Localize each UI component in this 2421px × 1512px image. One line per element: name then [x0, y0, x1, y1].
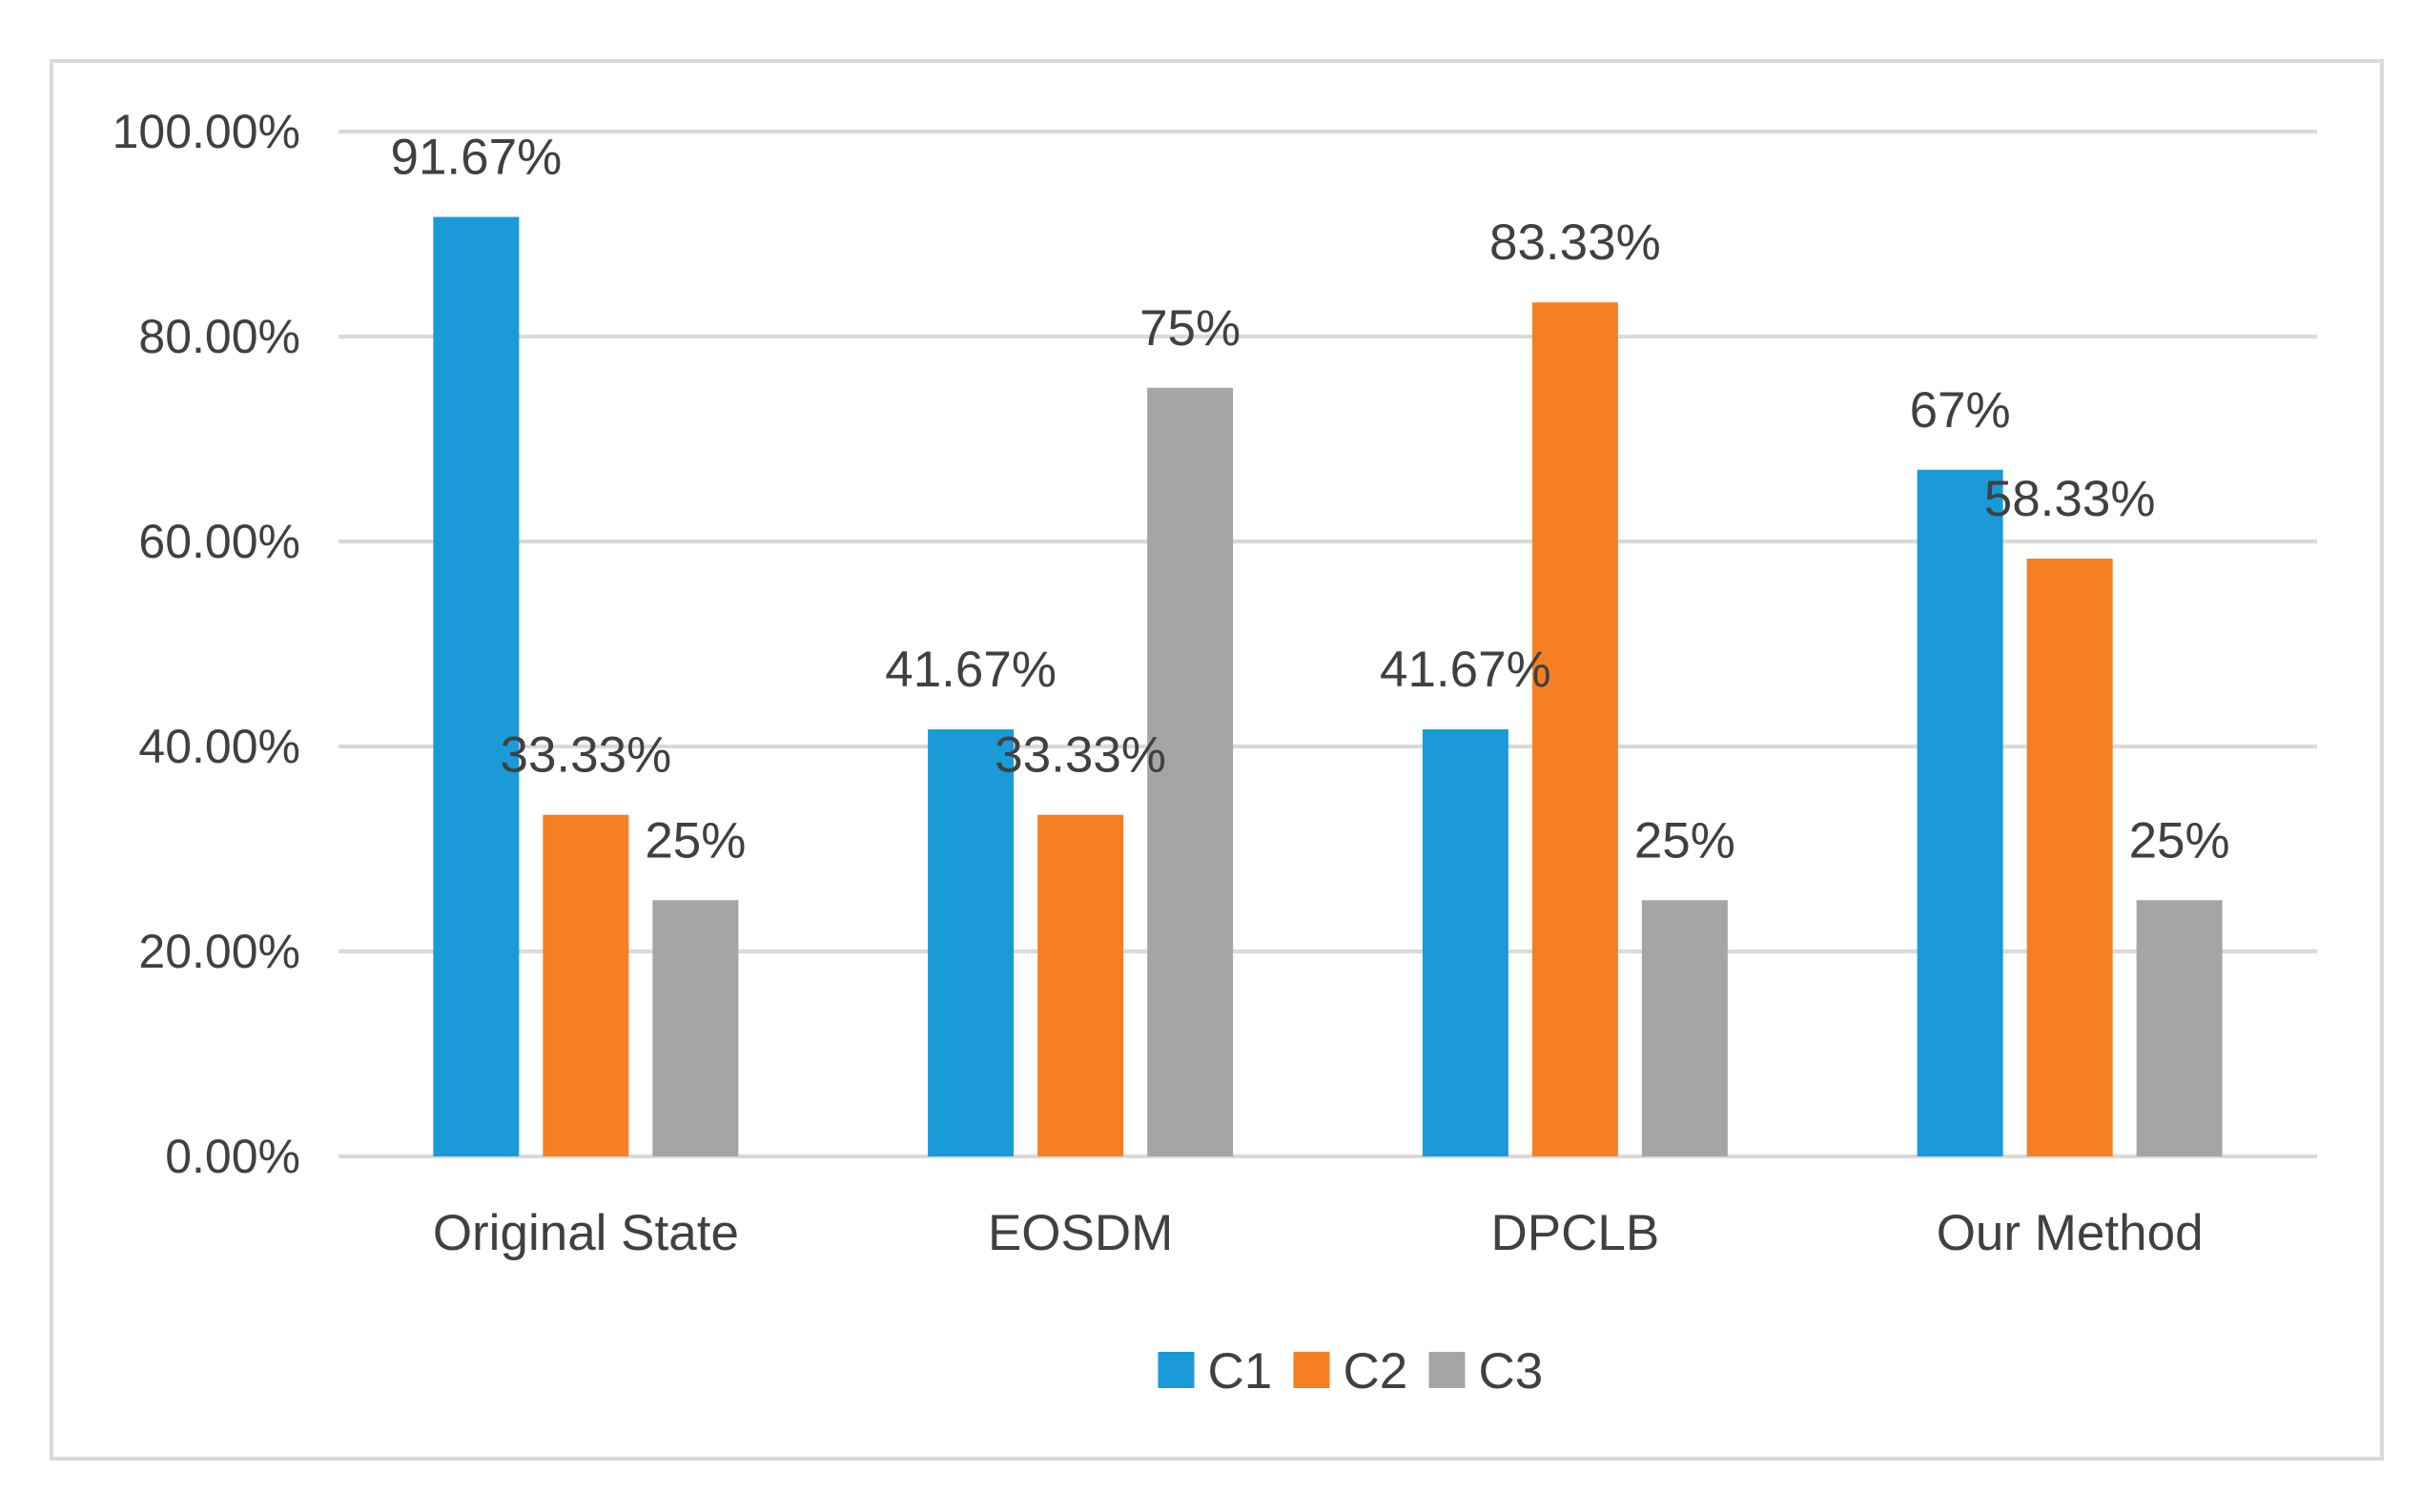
legend-label: C1 — [1208, 1343, 1273, 1400]
data-label: 41.67% — [885, 642, 1057, 698]
data-label: 83.33% — [1489, 215, 1661, 271]
y-tick-label: 0.00% — [165, 1130, 300, 1183]
bar-c2 — [1037, 814, 1124, 1156]
bar-c3 — [2136, 900, 2223, 1156]
legend-swatch-c1 — [1158, 1352, 1195, 1388]
data-label: 58.33% — [1984, 471, 2156, 527]
y-tick-label: 80.00% — [138, 310, 300, 363]
bars — [433, 216, 2223, 1157]
x-category-label: Our Method — [1937, 1205, 2204, 1261]
x-category-label: DPCLB — [1491, 1205, 1660, 1261]
data-label: 25% — [1634, 812, 1735, 868]
x-category-label: EOSDM — [988, 1205, 1173, 1261]
data-labels: 91.67% 33.33% 25% 41.67% 33.33% 75% 41.67% 83.3… — [390, 130, 2229, 869]
x-category-label: Original State — [433, 1205, 739, 1261]
data-label: 25% — [2129, 812, 2230, 868]
bar-c2 — [2026, 558, 2113, 1156]
bar-c3 — [652, 900, 739, 1156]
y-tick-label: 40.00% — [138, 720, 300, 773]
bar-c2 — [1531, 302, 1618, 1156]
y-tick-label: 100.00% — [113, 105, 300, 158]
legend-label: C2 — [1344, 1343, 1408, 1400]
legend-label: C3 — [1479, 1343, 1544, 1400]
bar-c1 — [1422, 729, 1508, 1156]
bar-c3 — [1147, 387, 1234, 1156]
legend-swatch-c2 — [1293, 1352, 1330, 1388]
y-tick-label: 60.00% — [138, 515, 300, 568]
data-label: 33.33% — [500, 727, 671, 784]
bar-c2 — [543, 814, 629, 1156]
bar-c1 — [928, 729, 1015, 1156]
y-tick-label: 20.00% — [138, 925, 300, 978]
legend: C1 C2 C3 — [1158, 1343, 1544, 1400]
data-label: 91.67% — [390, 130, 562, 186]
bar-c1 — [433, 216, 520, 1157]
y-axis-ticks: 0.00% 20.00% 40.00% 60.00% 80.00% 100.00% — [113, 105, 300, 1183]
bar-c3 — [1641, 900, 1728, 1156]
gridlines — [339, 130, 2317, 1158]
bar-c1 — [1917, 469, 2003, 1156]
x-axis-categories: Original State EOSDM DPCLB Our Method — [433, 1205, 2204, 1261]
data-label: 33.33% — [995, 727, 1166, 784]
data-label: 41.67% — [1380, 642, 1551, 698]
data-label: 75% — [1139, 300, 1241, 357]
data-label: 25% — [645, 812, 746, 868]
legend-swatch-c3 — [1428, 1352, 1466, 1388]
data-label: 67% — [1910, 382, 2011, 439]
